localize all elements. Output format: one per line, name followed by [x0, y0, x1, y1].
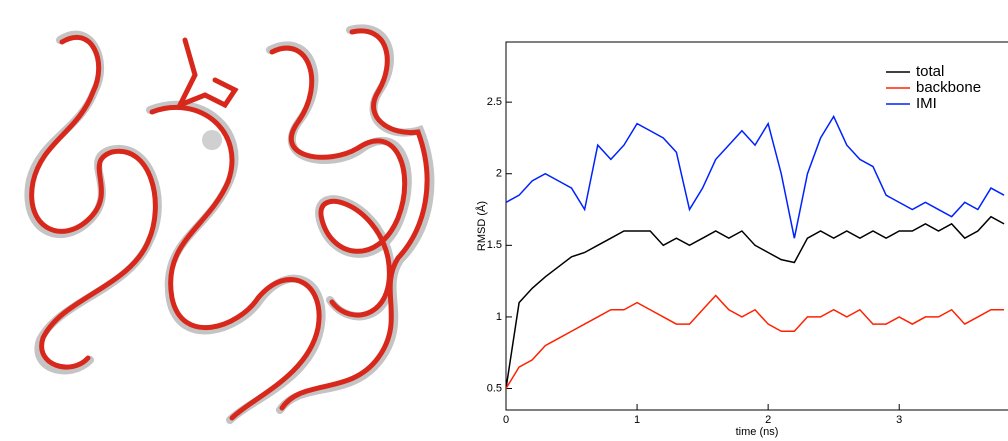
ribbon [276, 24, 435, 414]
ribbon [149, 105, 322, 421]
y-tick-label: 2 [496, 168, 502, 180]
y-tick-label: 1.5 [487, 239, 502, 251]
series-line [505, 114, 1005, 239]
atom [202, 130, 222, 150]
ribbon [269, 45, 408, 318]
series-line [505, 294, 1005, 389]
legend-label: IMI [916, 95, 937, 112]
y-tick-label: 0.5 [487, 382, 502, 394]
x-axis-title: time (ns) [736, 426, 779, 438]
x-tick-label: 2 [765, 414, 771, 426]
ribbon [24, 30, 162, 375]
x-tick-label: 1 [634, 414, 640, 426]
plot-frame [505, 41, 1008, 411]
y-tick-label: 2.5 [487, 96, 502, 108]
ligand [174, 37, 239, 110]
ribbon [279, 28, 430, 411]
legend-label: backbone [916, 79, 981, 96]
legend-label: total [916, 63, 944, 80]
ribbon [29, 34, 158, 370]
x-tick-label: 0 [503, 414, 509, 426]
series-line [505, 215, 1005, 389]
y-axis-title: RMSD (Å) [475, 201, 488, 251]
protein-structure [24, 24, 435, 424]
x-tick-label: 3 [896, 414, 902, 426]
y-tick-label: 1 [496, 311, 502, 323]
